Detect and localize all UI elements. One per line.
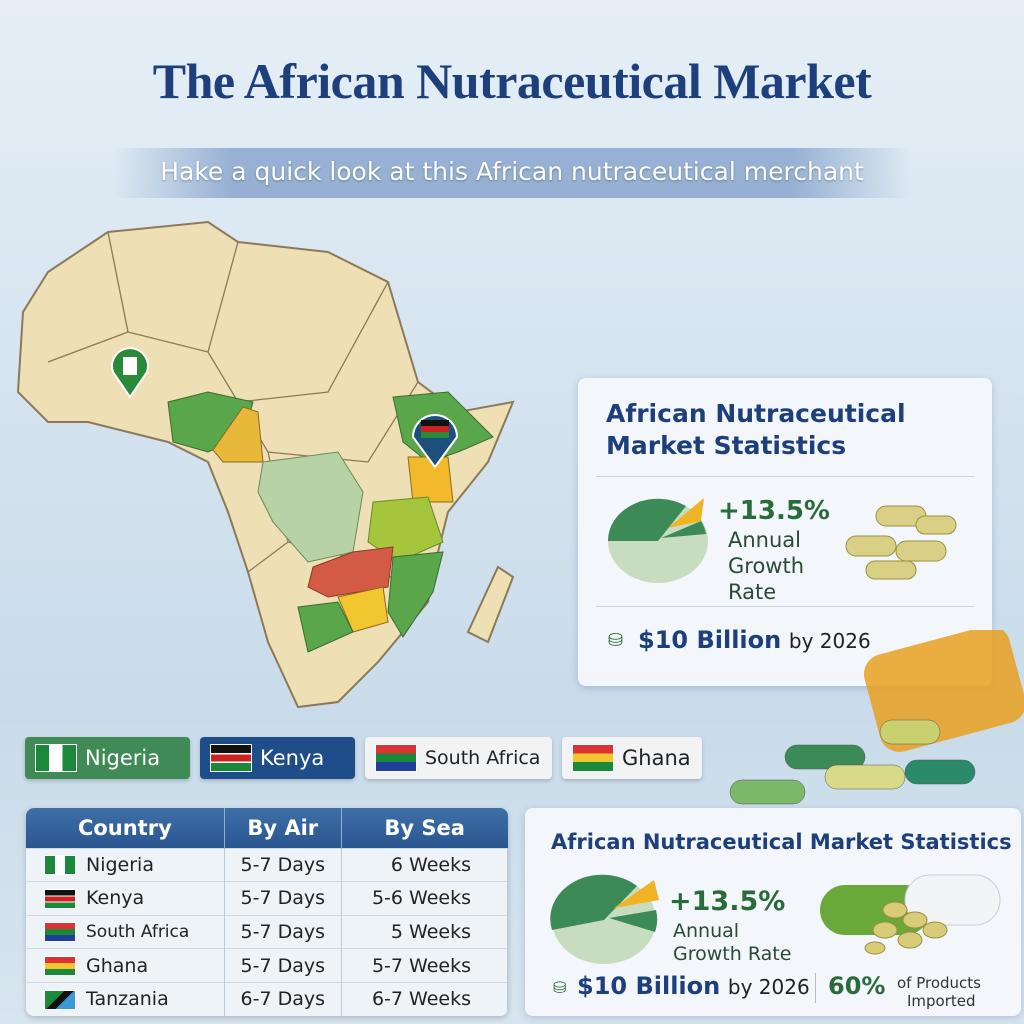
air-cell: 5-7 Days xyxy=(224,847,342,882)
growth-label: Annual xyxy=(728,528,801,552)
kenya-pin-icon xyxy=(411,414,459,469)
zambia-region xyxy=(307,546,394,598)
africa-map xyxy=(16,220,515,709)
table-row: Kenya 5-7 Days 5-6 Weeks xyxy=(26,881,508,916)
subtitle-band xyxy=(112,148,912,198)
sea-cell: 6 Weeks xyxy=(341,847,508,882)
pill-label: Kenya xyxy=(260,746,325,770)
growth-value: +13.5% xyxy=(669,886,786,917)
botswana-region xyxy=(337,586,389,633)
south-africa-flag-icon xyxy=(44,921,76,942)
column-header-sea: By Sea xyxy=(341,808,508,848)
air-cell: 6-7 Days xyxy=(224,981,342,1016)
nigeria-flag-icon xyxy=(44,855,76,876)
coin-stack-icon: ⛁ xyxy=(608,630,624,651)
nigeria-pin-icon xyxy=(111,347,149,399)
country-cell: South Africa xyxy=(86,921,190,942)
table-row: Tanzania 6-7 Days 6-7 Weeks xyxy=(26,981,508,1016)
mozambique-region xyxy=(387,551,444,638)
import-value: 60% xyxy=(828,972,886,1000)
capsule-image xyxy=(820,874,1001,955)
market-size: $10 Billion by 2026 xyxy=(577,972,810,1000)
table-row: South Africa 5-7 Days 5 Weeks xyxy=(26,914,508,949)
growth-label: Growth Rate xyxy=(673,943,792,965)
madagascar xyxy=(466,565,515,644)
kenya-flag-icon xyxy=(44,888,76,909)
import-label: Imported xyxy=(907,992,976,1010)
sea-cell: 6-7 Weeks xyxy=(341,981,508,1016)
stats-card-top: African Nutraceutical Market Statistics … xyxy=(578,378,992,686)
growth-value: +13.5% xyxy=(718,496,830,526)
pie-chart-icon xyxy=(607,498,708,583)
country-pill-nigeria[interactable]: Nigeria xyxy=(25,737,190,779)
growth-label: Annual xyxy=(673,920,740,942)
country-cell: Ghana xyxy=(86,954,149,977)
stats-card-title: African Nutraceutical Market Statistics xyxy=(551,830,1012,854)
country-cell: Tanzania xyxy=(86,988,169,1011)
country-pill-kenya[interactable]: Kenya xyxy=(200,737,355,779)
divider xyxy=(596,476,974,477)
country-cell: Kenya xyxy=(86,887,145,910)
import-label: of Products xyxy=(897,974,981,992)
growth-label: Growth xyxy=(728,554,805,578)
namibia-region xyxy=(297,601,354,653)
pill-bottle-image xyxy=(729,630,1024,805)
country-pill-south-africa[interactable]: South Africa xyxy=(365,737,552,779)
air-cell: 5-7 Days xyxy=(224,881,342,916)
coin-stack-icon: ⛁ xyxy=(553,978,567,997)
sea-cell: 5-6 Weeks xyxy=(341,881,508,916)
country-cell: Nigeria xyxy=(86,853,154,876)
ghana-flag-icon xyxy=(572,744,614,772)
sea-cell: 5-7 Weeks xyxy=(341,948,508,983)
tanzania-flag-icon xyxy=(44,989,76,1010)
stats-card-bottom: African Nutraceutical Market Statistics … xyxy=(525,808,1021,1016)
table-row: Nigeria 5-7 Days 6 Weeks xyxy=(26,847,508,882)
country-pill-ghana[interactable]: Ghana xyxy=(562,737,702,779)
ghana-flag-icon xyxy=(44,956,76,977)
south-africa-flag-icon xyxy=(375,744,417,772)
pill-label: Nigeria xyxy=(85,746,161,770)
shipping-table: Country By Air By Sea Nigeria 5-7 Days 6 W… xyxy=(26,808,508,1016)
cameroon-region xyxy=(212,406,264,463)
pill-label: Ghana xyxy=(622,746,691,770)
kenya-flag-icon xyxy=(210,744,252,772)
table-row: Ghana 5-7 Days 5-7 Weeks xyxy=(26,948,508,983)
divider xyxy=(596,606,974,607)
column-header-country: Country xyxy=(26,808,225,848)
pill-label: South Africa xyxy=(425,747,541,769)
divider xyxy=(815,973,816,1003)
sea-cell: 5 Weeks xyxy=(341,914,508,949)
air-cell: 5-7 Days xyxy=(224,948,342,983)
capsules-image xyxy=(845,505,957,580)
nigeria-flag-icon xyxy=(35,744,77,772)
market-size: $10 Billion by 2026 xyxy=(638,626,871,654)
page-subtitle: Hake a quick look at this African nutrac… xyxy=(160,157,864,186)
tanzania-region xyxy=(367,496,444,563)
air-cell: 5-7 Days xyxy=(224,914,342,949)
column-header-air: By Air xyxy=(224,808,342,848)
ethiopia-region xyxy=(407,456,454,503)
drc-region xyxy=(257,451,364,563)
pie-chart-icon xyxy=(550,874,659,964)
page-title: The African Nutraceutical Market xyxy=(152,53,872,109)
stats-card-title: African Nutraceutical Market Statistics xyxy=(606,399,906,460)
growth-label: Rate xyxy=(728,580,777,604)
